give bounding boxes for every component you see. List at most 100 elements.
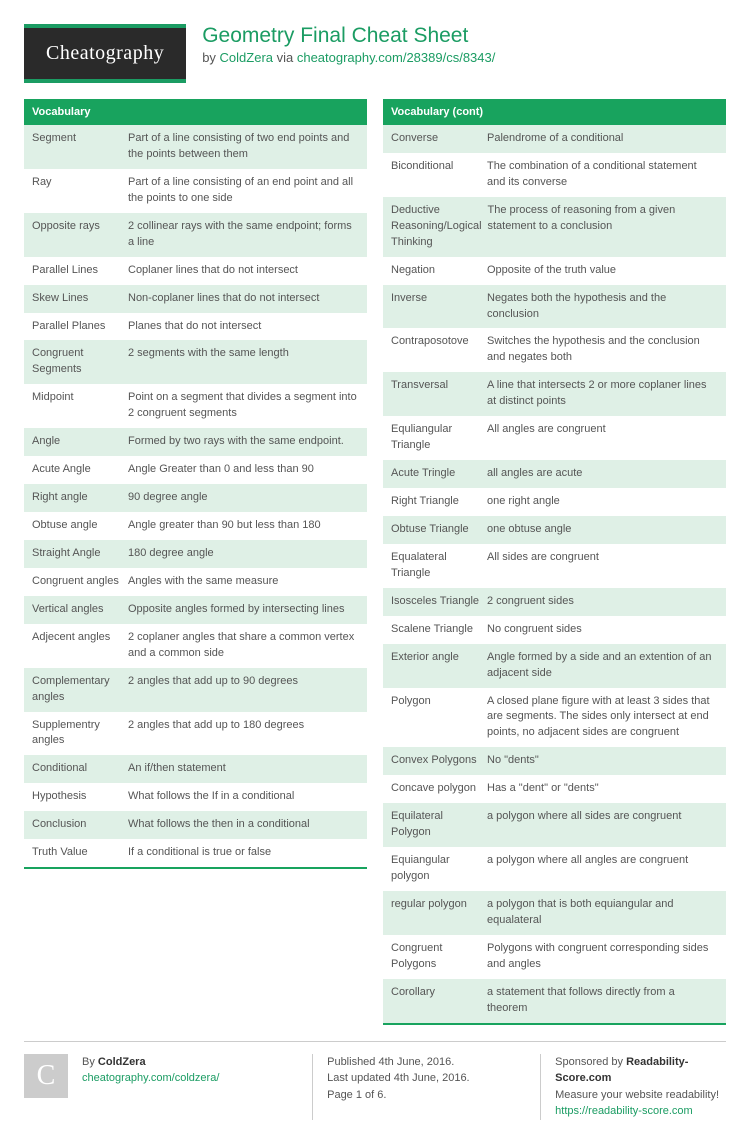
vocab-row: Concave polygonHas a "dent" or "dents" [383,775,726,803]
vocab-term: Opposite rays [32,219,128,251]
vocab-row: Vertical anglesOpposite angles formed by… [24,596,367,624]
vocab-row: Equilateral Polygona polygon where all s… [383,803,726,847]
vocab-definition: Angle Greater than 0 and less than 90 [128,462,359,478]
vocab-term: Acute Angle [32,462,128,478]
page-footer: C By ColdZera cheatography.com/coldzera/… [24,1041,726,1120]
vocab-definition: 90 degree angle [128,490,359,506]
vocab-term: Negation [391,263,487,279]
vocab-definition: The process of reasoning from a given st… [488,203,719,251]
vocab-row: Straight Angle180 degree angle [24,540,367,568]
vocab-definition: 2 coplaner angles that share a common ve… [128,630,359,662]
vocab-row: ConversePalendrome of a conditional [383,125,726,153]
vocab-term: Scalene Triangle [391,622,487,638]
author-avatar: C [24,1054,68,1098]
vocab-term: Inverse [391,291,487,323]
vocab-row: Supplementry angles2 angles that add up … [24,712,367,756]
vocab-term: Biconditional [391,159,487,191]
vocab-definition: one obtuse angle [487,522,718,538]
vocab-term: Hypothesis [32,789,128,805]
vocab-term: Right angle [32,490,128,506]
updated-date: Last updated 4th June, 2016. [327,1072,470,1084]
vocab-row: Complementary angles2 angles that add up… [24,668,367,712]
left-column: Vocabulary SegmentPart of a line consist… [24,99,367,1025]
vocab-row: Obtuse angleAngle greater than 90 but le… [24,512,367,540]
vocab-definition: a polygon where all angles are congruent [487,853,718,885]
vocab-definition: No congruent sides [487,622,718,638]
vocab-row: ContraposotoveSwitches the hypothesis an… [383,328,726,372]
vocab-definition: All sides are congruent [487,550,718,582]
vocab-row: Congruent PolygonsPolygons with congruen… [383,935,726,979]
vocab-row: Congruent Segments2 segments with the sa… [24,340,367,384]
vocab-term: Obtuse angle [32,518,128,534]
vocab-definition: Palendrome of a conditional [487,131,718,147]
vocab-definition: a polygon that is both equiangular and e… [487,897,718,929]
vocab-term: Congruent Polygons [391,941,487,973]
vocab-row: Opposite rays2 collinear rays with the s… [24,213,367,257]
vocab-definition: A closed plane figure with at least 3 si… [487,694,718,742]
vocab-definition: Part of a line consisting of two end poi… [128,131,359,163]
vocab-definition: Opposite of the truth value [487,263,718,279]
vocab-definition: Planes that do not intersect [128,319,359,335]
vocab-term: Equilateral Polygon [391,809,487,841]
vocab-term: Equliangular Triangle [391,422,487,454]
vocab-row: Isosceles Triangle2 congruent sides [383,588,726,616]
vocab-row: PolygonA closed plane figure with at lea… [383,688,726,748]
vocab-row: HypothesisWhat follows the If in a condi… [24,783,367,811]
author-profile-link[interactable]: cheatography.com/coldzera/ [82,1072,219,1084]
vocab-term: Truth Value [32,845,128,861]
vocab-term: Midpoint [32,390,128,422]
right-column: Vocabulary (cont) ConversePalendrome of … [383,99,726,1025]
vocab-row: Corollarya statement that follows direct… [383,979,726,1023]
vocab-term: Contraposotove [391,334,487,366]
vocab-term: Ray [32,175,128,207]
vocab-row: regular polygona polygon that is both eq… [383,891,726,935]
vocab-term: Convex Polygons [391,753,487,769]
vocab-term: Exterior angle [391,650,487,682]
footer-author-block: By ColdZera cheatography.com/coldzera/ [82,1054,313,1120]
vocab-row: MidpointPoint on a segment that divides … [24,384,367,428]
vocab-term: Corollary [391,985,487,1017]
vocab-definition: Has a "dent" or "dents" [487,781,718,797]
vocab-row: Deductive Reasoning/Logical ThinkingThe … [383,197,726,257]
page-number: Page 1 of 6. [327,1089,386,1101]
author-link[interactable]: ColdZera [220,50,273,65]
vocab-term: Equiangular polygon [391,853,487,885]
vocab-definition: all angles are acute [487,466,718,482]
vocab-term: Angle [32,434,128,450]
vocab-term: regular polygon [391,897,487,929]
source-url-link[interactable]: cheatography.com/28389/cs/8343/ [297,50,496,65]
footer-meta-block: Published 4th June, 2016. Last updated 4… [327,1054,541,1120]
vocab-definition: What follows the If in a conditional [128,789,359,805]
vocab-term: Deductive Reasoning/Logical Thinking [391,203,488,251]
vocab-definition: Part of a line consisting of an end poin… [128,175,359,207]
vocab-definition: 2 angles that add up to 90 degrees [128,674,359,706]
vocab-term: Acute Tringle [391,466,487,482]
sponsor-prefix: Sponsored by [555,1056,626,1068]
vocab-row: RayPart of a line consisting of an end p… [24,169,367,213]
vocab-definition: 2 congruent sides [487,594,718,610]
vocab-row: BiconditionalThe combination of a condit… [383,153,726,197]
vocab-definition: A line that intersects 2 or more coplane… [487,378,718,410]
vocab-definition: What follows the then in a conditional [128,817,359,833]
vocab-definition: Negates both the hypothesis and the conc… [487,291,718,323]
vocab-term: Conclusion [32,817,128,833]
footer-sponsor-block: Sponsored by Readability-Score.com Measu… [555,1054,726,1120]
vocab-term: Parallel Planes [32,319,128,335]
vocab-definition: If a conditional is true or false [128,845,359,861]
vocab-definition: one right angle [487,494,718,510]
vocab-row: Right Triangleone right angle [383,488,726,516]
sponsor-tagline: Measure your website readability! [555,1089,719,1101]
vocab-term: Converse [391,131,487,147]
vocab-definition: Non-coplaner lines that do not intersect [128,291,359,307]
sponsor-link[interactable]: https://readability-score.com [555,1105,693,1117]
vocab-term: Complementary angles [32,674,128,706]
vocab-definition: a polygon where all sides are congruent [487,809,718,841]
vocab-term: Obtuse Triangle [391,522,487,538]
vocab-row: Truth ValueIf a conditional is true or f… [24,839,367,867]
vocab-definition: An if/then statement [128,761,359,777]
vocab-term: Skew Lines [32,291,128,307]
vocab-row: Adjecent angles2 coplaner angles that sh… [24,624,367,668]
via-text: via [273,50,297,65]
vocab-row: Parallel LinesCoplaner lines that do not… [24,257,367,285]
vocab-definition: 2 angles that add up to 180 degrees [128,718,359,750]
